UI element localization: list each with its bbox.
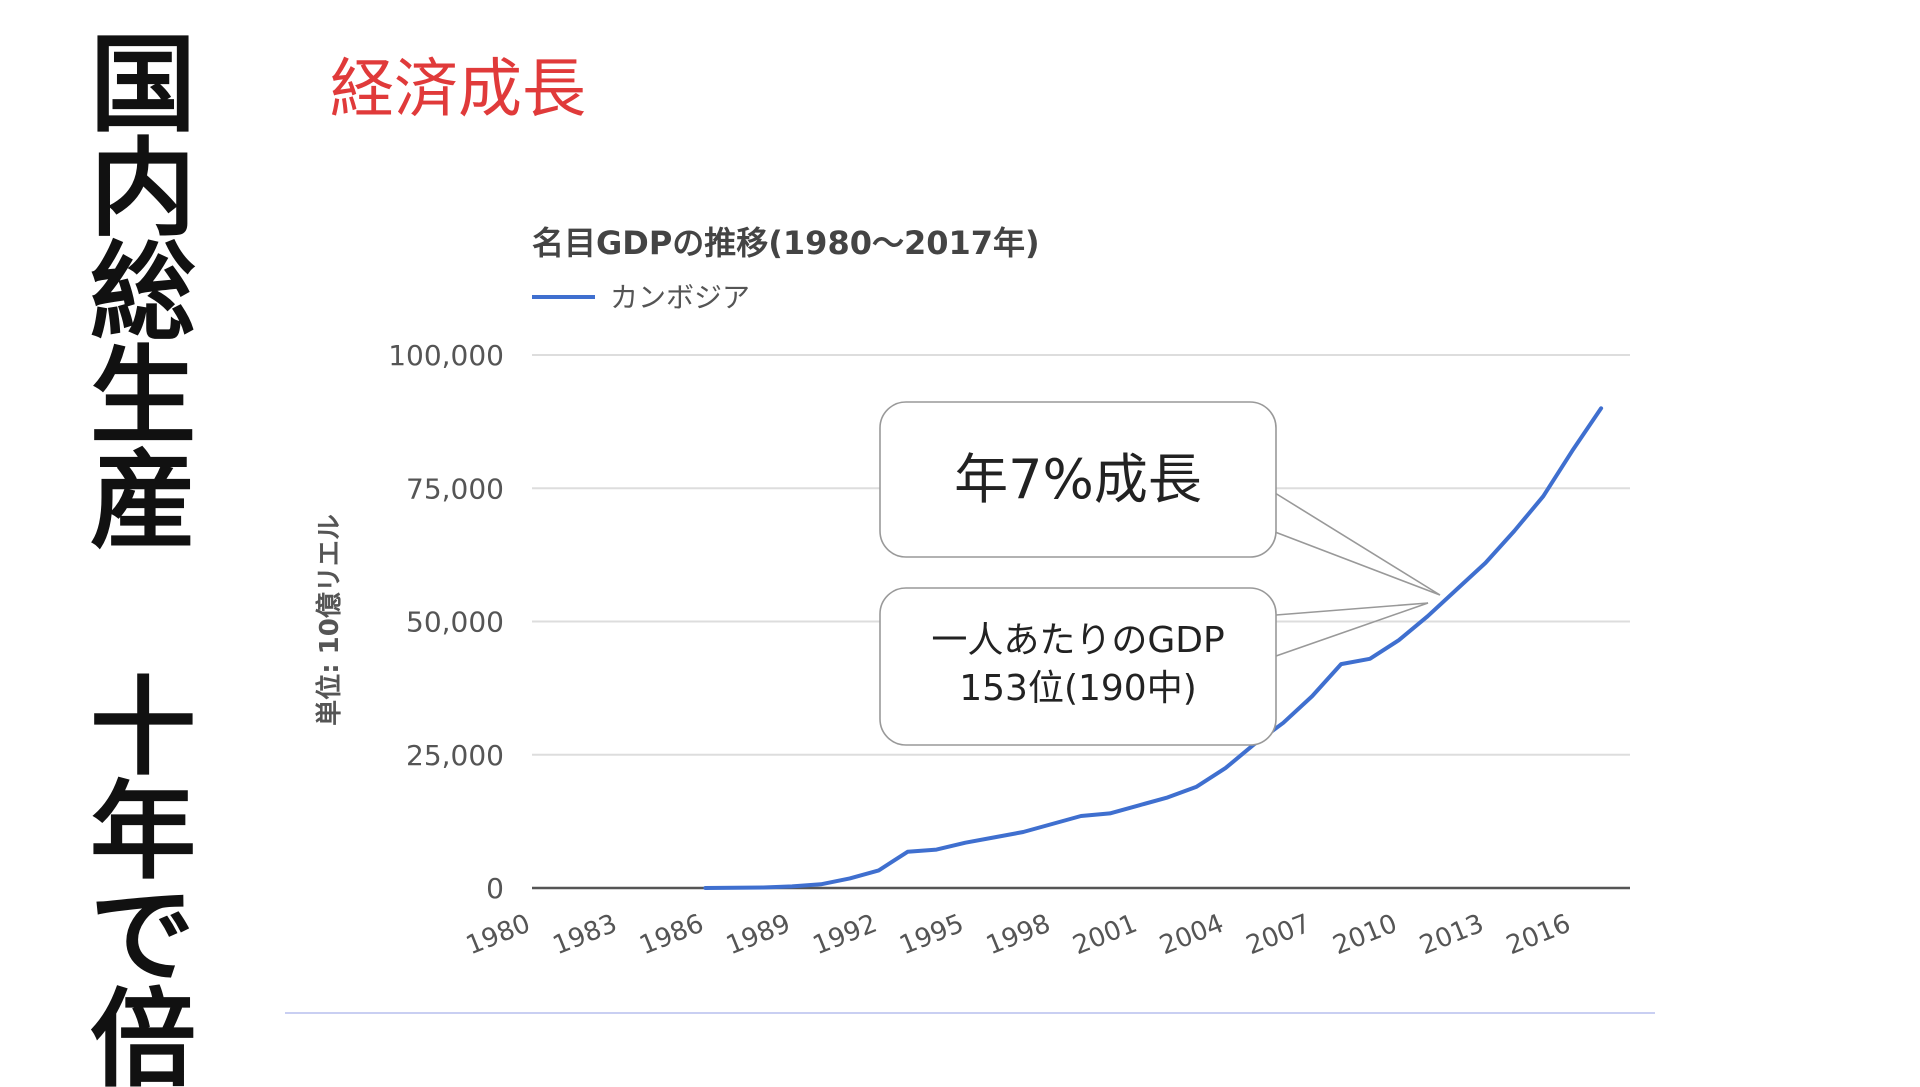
callout-growth-text: 年7%成長 xyxy=(954,448,1202,511)
vertical-title: 国内総生産 十年で倍 xyxy=(72,28,197,1087)
callout-per-capita-tail xyxy=(1275,602,1429,657)
y-tick-label: 50,000 xyxy=(406,606,504,639)
series-layer xyxy=(703,406,1604,890)
y-tick-label: 25,000 xyxy=(406,739,504,772)
x-tick-label: 2013 xyxy=(1416,909,1489,962)
bottom-rule xyxy=(285,1012,1655,1014)
x-tick-label: 1995 xyxy=(895,909,968,962)
legend-label: カンボジア xyxy=(610,281,750,314)
x-tick-label: 2001 xyxy=(1069,909,1142,962)
y-tick-label: 0 xyxy=(486,872,504,905)
series-line xyxy=(703,406,1604,890)
grid-layer xyxy=(532,354,1630,890)
x-tick-label: 1989 xyxy=(722,909,795,962)
x-tick-label: 2016 xyxy=(1502,909,1575,962)
y-axis-label: 単位: 10億リエル xyxy=(314,514,345,726)
x-tick-label: 2004 xyxy=(1156,909,1229,962)
slide-heading: 経済成長 xyxy=(330,53,586,127)
callout-per-capita-box xyxy=(879,587,1277,746)
callout-growth: 年7%成長 xyxy=(879,401,1441,596)
chart-title: 名目GDPの推移(1980〜2017年) xyxy=(532,224,1040,262)
callout-per-capita: 一人あたりのGDP 153位(190中) xyxy=(879,587,1429,746)
chart-legend: カンボジア xyxy=(532,281,750,314)
x-tick-label: 1998 xyxy=(982,909,1055,962)
y-tick-label: 75,000 xyxy=(406,472,504,505)
x-tick-label: 2007 xyxy=(1242,909,1315,962)
callout-growth-tail xyxy=(1274,492,1441,596)
x-tick-label: 2010 xyxy=(1329,909,1402,962)
x-tick-label: 1992 xyxy=(809,909,882,962)
x-tick-label: 1980 xyxy=(462,909,535,962)
x-tick-label: 1983 xyxy=(549,909,622,962)
y-tick-label: 100,000 xyxy=(388,339,504,372)
callout-per-capita-line1: 一人あたりのGDP xyxy=(931,620,1224,661)
x-tick-label: 1986 xyxy=(635,909,708,962)
callout-growth-box xyxy=(879,401,1277,558)
callout-per-capita-line2: 153位(190中) xyxy=(959,668,1197,709)
